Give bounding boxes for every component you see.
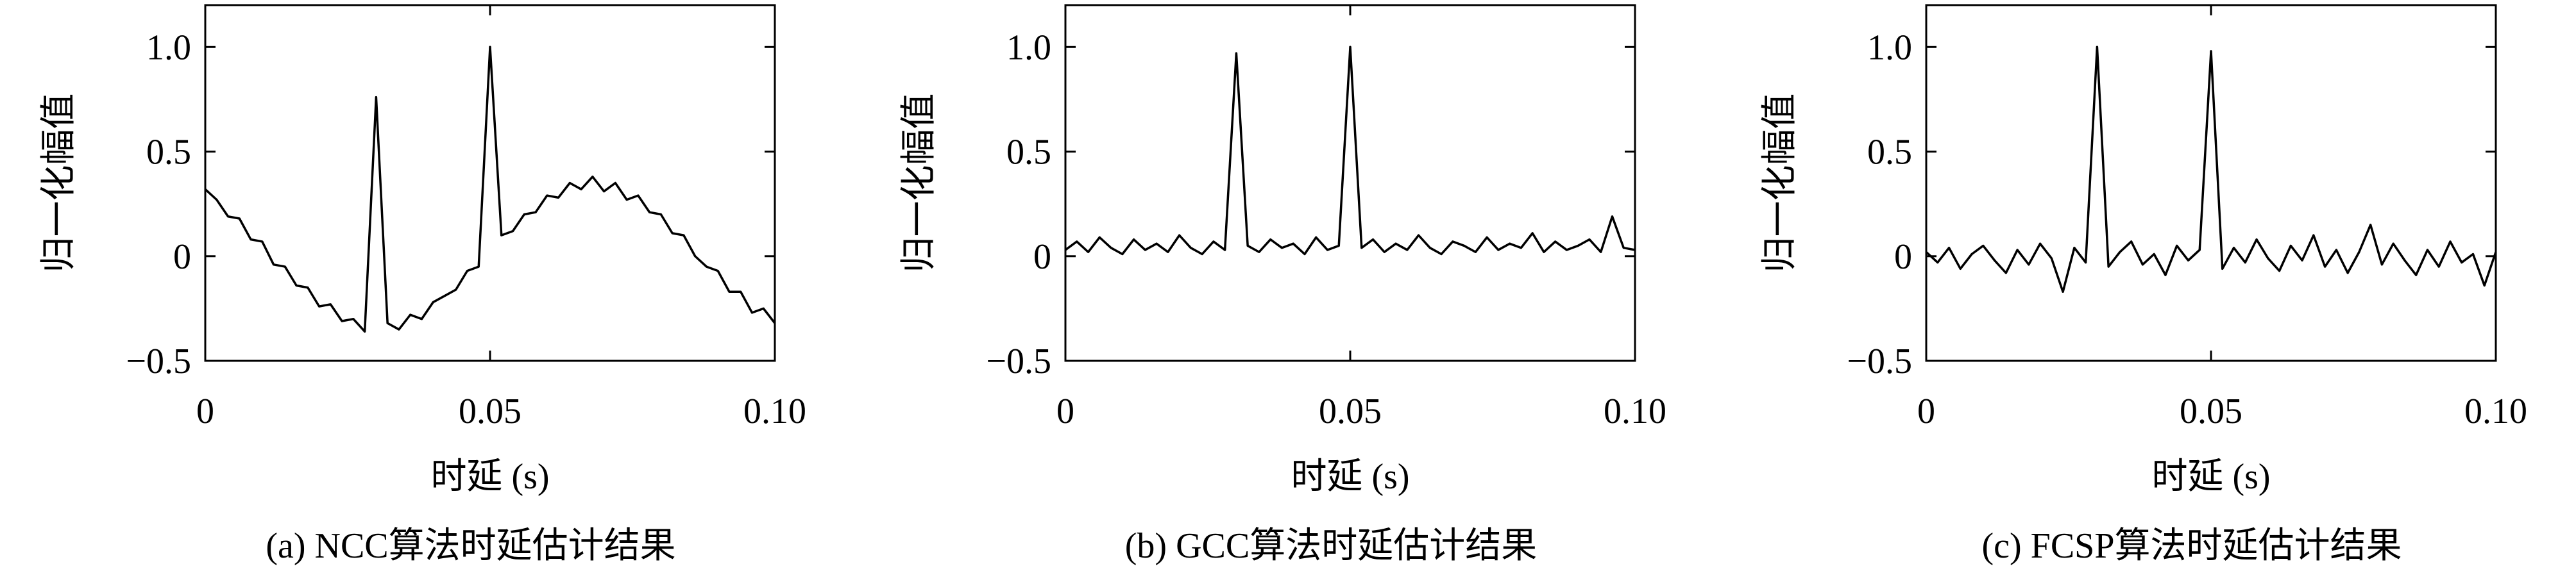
x-axis-label: 时延 (s) — [2151, 457, 2270, 497]
x-tick-label: 0.05 — [1319, 392, 1382, 431]
y-axis-label: 归一化幅值 — [1760, 94, 1800, 273]
y-tick-label: 0 — [1033, 237, 1051, 277]
x-tick-label: 0 — [196, 392, 214, 431]
y-tick-label: −0.5 — [126, 342, 191, 381]
y-tick-label: −0.5 — [1847, 342, 1912, 381]
caption: (a) NCC算法时延估计结果 — [266, 526, 675, 566]
x-tick-label: 0.10 — [2464, 392, 2527, 431]
x-tick-label: 0.05 — [2180, 392, 2242, 431]
y-tick-label: 0 — [1894, 237, 1912, 277]
x-axis-label: 时延 (s) — [430, 457, 549, 497]
y-tick-label: 1.0 — [1867, 28, 1912, 67]
y-tick-label: −0.5 — [986, 342, 1051, 381]
y-tick-label: 1.0 — [1006, 28, 1051, 67]
y-axis-label: 归一化幅值 — [899, 94, 939, 273]
y-tick-label: 0.5 — [1006, 133, 1051, 172]
plot-frame — [204, 4, 776, 362]
x-tick-label: 0 — [1917, 392, 1935, 431]
x-axis-label: 时延 (s) — [1291, 457, 1409, 497]
x-tick-label: 0 — [1056, 392, 1074, 431]
signal-line — [1064, 46, 1636, 256]
x-tick-label: 0.05 — [459, 392, 521, 431]
x-tick-label: 0.10 — [1604, 392, 1666, 431]
y-axis-label: 归一化幅值 — [39, 94, 79, 273]
y-tick-label: 0.5 — [1867, 133, 1912, 172]
plot-frame — [1925, 4, 2497, 362]
y-tick-label: 0 — [173, 237, 191, 277]
signal-line — [1925, 46, 2497, 294]
caption: (c) FCSP算法时延估计结果 — [1982, 526, 2402, 566]
y-tick-label: 1.0 — [146, 28, 191, 67]
y-tick-label: 0.5 — [146, 133, 191, 172]
caption: (b) GCC算法时延估计结果 — [1125, 526, 1537, 566]
x-tick-label: 0.10 — [743, 392, 806, 431]
signal-line — [204, 46, 776, 333]
plot-frame — [1064, 4, 1636, 362]
